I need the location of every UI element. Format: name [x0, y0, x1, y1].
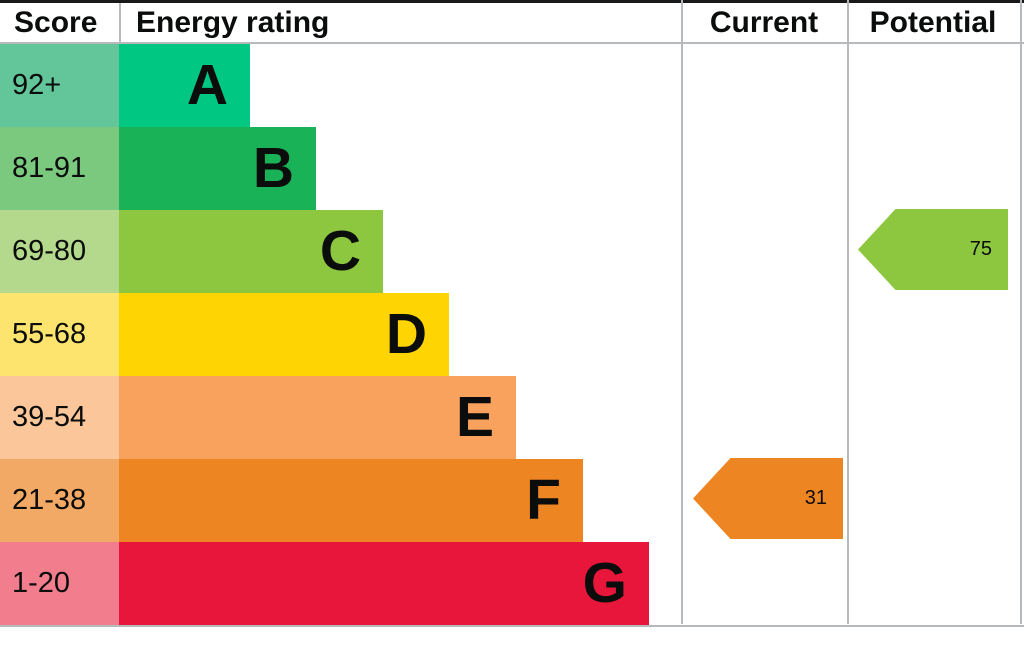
band-row-a: 92+ A [0, 44, 1024, 127]
potential-column-divider [847, 0, 849, 624]
rating-letter-a: A [186, 53, 228, 117]
potential-rating-arrow: 75 [858, 209, 1008, 290]
score-range-c: 69-80 [0, 210, 119, 293]
energy-rating-column-header: Energy rating [136, 6, 330, 39]
current-rating-value: 31 [804, 487, 827, 509]
current-column-divider [681, 0, 683, 624]
score-range-e: 39-54 [0, 376, 119, 459]
rating-bar-f: F [119, 459, 583, 542]
band-row-d: 55-68 D [0, 293, 1024, 376]
band-row-c: 69-80 C [0, 210, 1024, 293]
rating-letter-e: E [455, 385, 494, 449]
rating-letter-b: B [252, 136, 294, 200]
potential-rating-value: 75 [969, 238, 992, 260]
epc-chart-table: Score Energy rating Current Potential 92… [0, 0, 1024, 627]
rating-bar-a: A [119, 44, 250, 127]
rating-letter-g: G [582, 551, 627, 615]
score-range-f: 21-38 [0, 459, 119, 542]
rating-letter-f: F [526, 468, 561, 532]
rating-bar-d: D [119, 293, 449, 376]
band-row-b: 81-91 B [0, 127, 1024, 210]
chart-header-row: Score Energy rating Current Potential [0, 3, 1024, 44]
score-column-header: Score [0, 3, 121, 42]
potential-column-header: Potential [869, 6, 997, 39]
band-row-f: 21-38 F [0, 459, 1024, 542]
score-range-d: 55-68 [0, 293, 119, 376]
current-rating-arrow: 31 [693, 458, 843, 539]
rating-letter-c: C [319, 219, 361, 283]
chart-right-border [1020, 0, 1022, 624]
rating-letter-d: D [385, 302, 427, 366]
rating-bar-b: B [119, 127, 316, 210]
current-column-header: Current [709, 6, 819, 39]
score-range-b: 81-91 [0, 127, 119, 210]
rating-bar-e: E [119, 376, 516, 459]
score-range-a: 92+ [0, 44, 119, 127]
rating-bar-c: C [119, 210, 383, 293]
score-range-g: 1-20 [0, 542, 119, 625]
band-row-g: 1-20 G [0, 542, 1024, 625]
chart-top-border [0, 0, 1024, 3]
chart-bottom-border [0, 625, 1024, 627]
band-row-e: 39-54 E [0, 376, 1024, 459]
rating-bar-g: G [119, 542, 649, 625]
